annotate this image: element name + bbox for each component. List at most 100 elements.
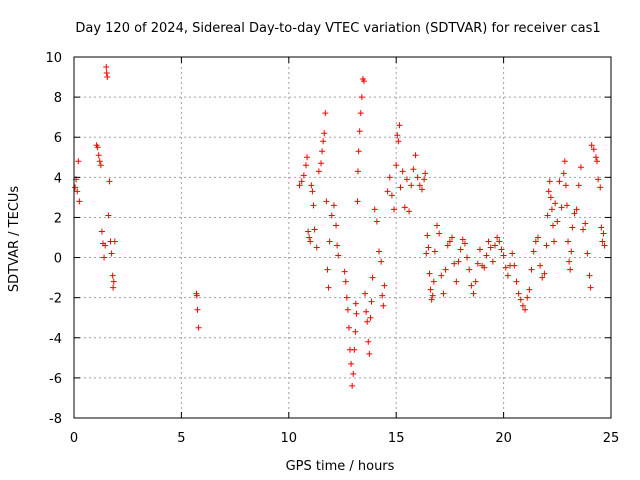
y-tick-label: 6 [54,131,62,146]
data-point [379,292,386,299]
data-point [414,174,421,181]
y-tick-label: -2 [49,292,62,307]
data-point [577,164,584,171]
data-point [403,176,410,183]
data-point [421,176,428,183]
data-point [513,278,520,285]
data-point [353,310,360,317]
data-point [541,270,548,277]
x-axis-label: GPS time / hours [286,459,395,474]
data-point [193,292,200,299]
data-point [569,224,576,231]
data-point [545,188,552,195]
data-point [565,238,572,245]
data-point [446,238,453,245]
data-point [543,242,550,249]
data-point [554,218,561,225]
data-point [381,282,388,289]
data-point [352,328,359,335]
data-point [440,290,447,297]
data-point [195,324,202,331]
data-point [560,170,567,177]
data-point [354,168,361,175]
data-point [371,206,378,213]
data-point [428,296,435,303]
data-point [322,110,329,117]
data-point [105,212,112,219]
data-point [582,220,589,227]
data-point [434,222,441,229]
data-point [573,206,580,213]
data-point [355,148,362,155]
data-point [410,166,417,173]
data-point [600,230,607,237]
data-point [595,176,602,183]
data-point [530,248,537,255]
data-point [103,64,110,71]
data-point [321,130,328,137]
data-point [362,290,369,297]
data-point [455,258,462,265]
data-point [511,262,518,269]
data-point [378,258,385,265]
data-point [95,152,102,159]
data-point [310,202,317,209]
data-point [459,236,466,243]
data-point [349,382,356,389]
data-point [483,252,490,259]
data-point [94,144,101,151]
data-point [369,274,376,281]
data-point [552,200,559,207]
x-tick-label: 20 [495,431,512,446]
data-point [365,338,372,345]
data-point [544,212,551,219]
data-point [348,360,355,367]
data-point [101,254,108,261]
data-point [562,182,569,189]
data-point [351,346,358,353]
data-point [307,238,314,245]
data-point [76,198,83,205]
data-point [457,246,464,253]
data-point [110,284,117,291]
data-point [323,198,330,205]
data-point [306,234,313,241]
data-point [522,306,529,313]
data-point [537,262,544,269]
data-point [588,142,595,149]
y-tick-label: -4 [49,332,62,347]
data-point [318,160,325,167]
data-point [394,132,401,139]
data-point [194,306,201,313]
data-point [75,158,82,165]
data-point [300,172,307,179]
data-point [111,238,118,245]
data-point [481,264,488,271]
data-point [368,298,375,305]
data-point [584,250,591,257]
data-point [444,242,451,249]
data-point [492,242,499,249]
data-point [388,192,395,199]
data-point [373,218,380,225]
data-point [302,162,309,169]
data-point [586,272,593,279]
data-point [571,210,578,217]
data-point [412,152,419,159]
data-point [319,148,326,155]
data-point [96,158,103,165]
data-point [406,208,413,215]
data-point [425,244,432,251]
data-point [328,212,335,219]
data-point [601,242,608,249]
data-point [597,184,604,191]
data-point [468,282,475,289]
data-point [498,246,505,253]
data-point [485,238,492,245]
data-point [384,188,391,195]
y-tick-label: -6 [49,372,62,387]
data-point [489,258,496,265]
data-point [320,138,327,145]
data-point [376,248,383,255]
data-point [380,302,387,309]
